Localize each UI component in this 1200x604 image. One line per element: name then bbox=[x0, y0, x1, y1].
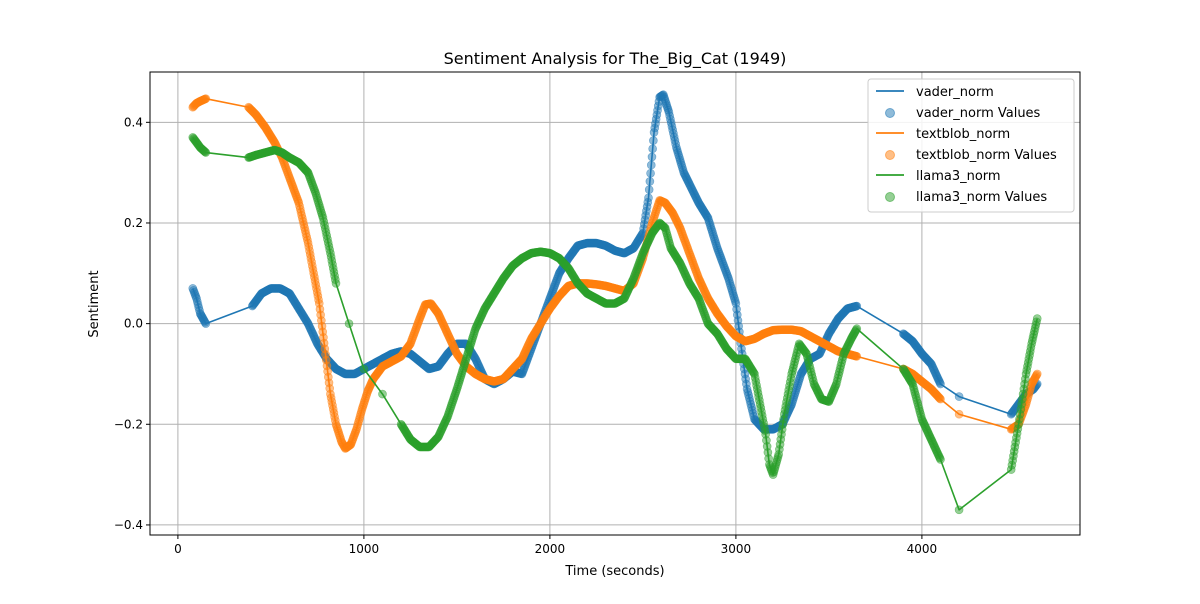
data-point bbox=[644, 185, 654, 194]
legend-label: textblob_norm Values bbox=[916, 148, 1057, 163]
data-point bbox=[378, 389, 387, 399]
y-tick-label: −0.4 bbox=[114, 518, 143, 532]
legend-marker-swatch bbox=[885, 192, 895, 202]
data-point bbox=[1032, 314, 1042, 323]
data-point bbox=[646, 160, 656, 170]
data-point bbox=[201, 319, 211, 328]
data-point bbox=[852, 301, 862, 311]
y-tick-label: 0.0 bbox=[124, 317, 143, 331]
legend: vader_norm vader_norm Values textblob_norm… bbox=[867, 78, 1075, 213]
legend-label: vader_norm bbox=[916, 85, 994, 100]
y-axis-label: Sentiment bbox=[87, 270, 102, 337]
x-tick-label: 3000 bbox=[721, 542, 752, 556]
y-tick-label: 0.4 bbox=[124, 115, 143, 129]
legend-label: textblob_norm bbox=[916, 127, 1010, 142]
data-point bbox=[1032, 369, 1042, 379]
data-point bbox=[201, 94, 211, 103]
x-axis-ticks: 0 1000 2000 3000 4000 bbox=[174, 535, 937, 556]
data-point bbox=[936, 455, 945, 464]
y-tick-label: 0.2 bbox=[124, 216, 143, 230]
chart-title: Sentiment Analysis for The_Big_Cat (1949… bbox=[444, 49, 787, 69]
x-tick-label: 4000 bbox=[907, 542, 938, 556]
data-point bbox=[645, 177, 655, 186]
data-point bbox=[648, 144, 657, 154]
plot-frame bbox=[149, 71, 1081, 536]
x-tick-label: 2000 bbox=[535, 542, 566, 556]
plot-area bbox=[188, 90, 1042, 515]
data-point bbox=[852, 352, 862, 361]
x-tick-label: 1000 bbox=[349, 542, 380, 556]
data-point bbox=[331, 279, 341, 288]
legend-marker-swatch bbox=[885, 150, 895, 160]
data-point bbox=[954, 409, 964, 419]
y-axis-ticks: −0.4 −0.2 0.0 0.2 0.4 bbox=[114, 115, 150, 532]
data-point bbox=[936, 379, 945, 389]
legend-box bbox=[867, 78, 1075, 213]
data-point bbox=[647, 152, 657, 162]
legend-label: llama3_norm bbox=[916, 169, 1001, 184]
y-tick-label: −0.2 bbox=[114, 417, 143, 431]
data-point bbox=[644, 193, 653, 203]
x-tick-label: 0 bbox=[174, 542, 182, 556]
data-point bbox=[954, 505, 964, 515]
data-point bbox=[646, 168, 655, 178]
x-axis-label: Time (seconds) bbox=[564, 564, 664, 579]
legend-label: vader_norm Values bbox=[916, 106, 1041, 121]
data-point bbox=[649, 136, 658, 145]
data-point bbox=[344, 319, 354, 328]
data-point bbox=[936, 394, 945, 404]
data-point bbox=[201, 148, 211, 157]
legend-marker-swatch bbox=[885, 108, 895, 118]
data-point bbox=[359, 364, 369, 374]
series-llama3_norm bbox=[188, 133, 1042, 515]
series-vader_norm bbox=[188, 90, 1042, 434]
data-point bbox=[954, 392, 964, 401]
legend-label: llama3_norm Values bbox=[916, 190, 1047, 205]
data-point bbox=[852, 324, 862, 333]
